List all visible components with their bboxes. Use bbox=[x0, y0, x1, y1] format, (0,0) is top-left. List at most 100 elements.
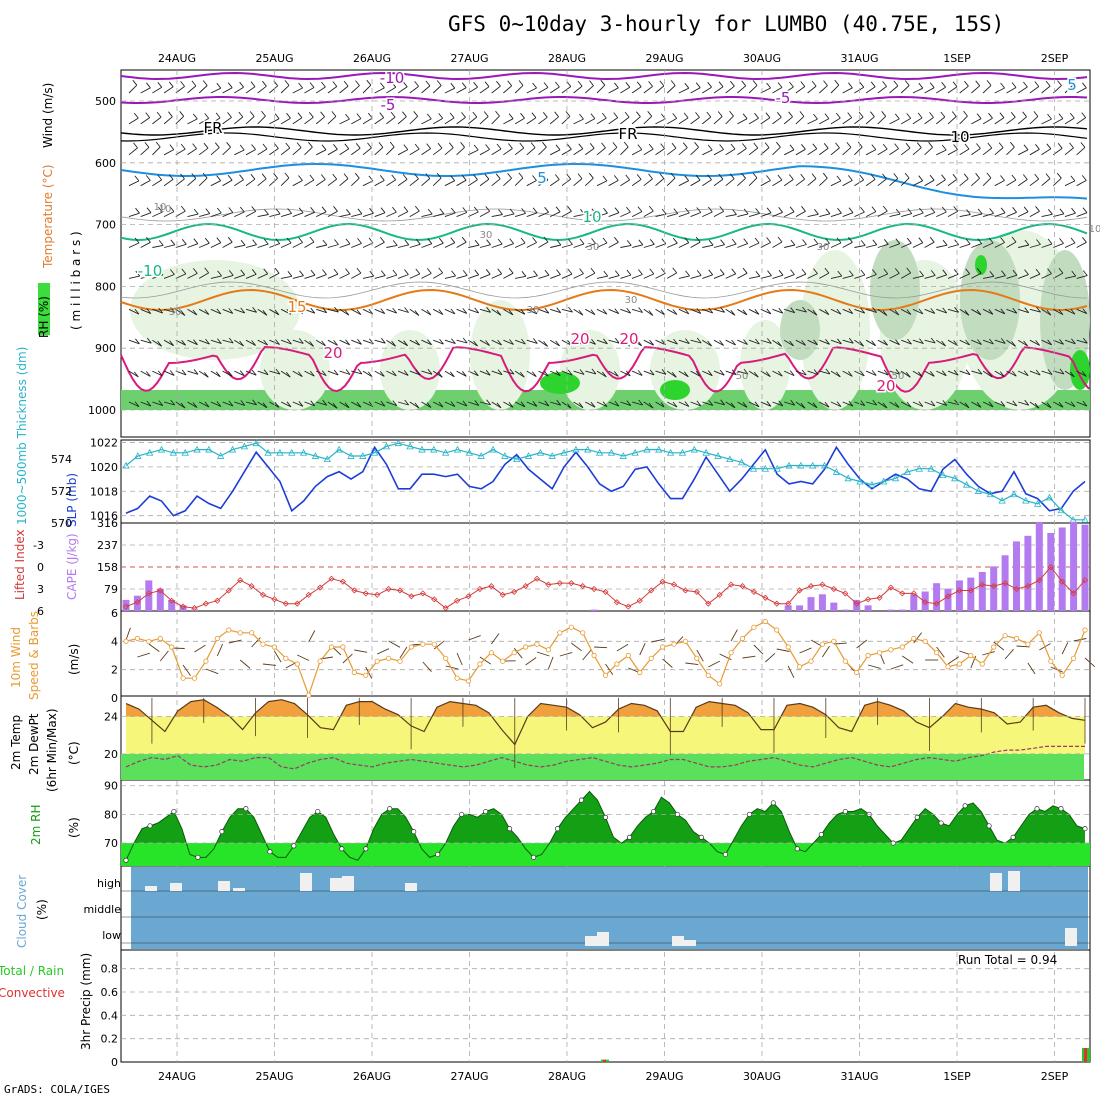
thickness-point bbox=[441, 448, 450, 456]
wind-barb bbox=[514, 370, 525, 378]
wind-barb-flag bbox=[158, 400, 164, 406]
wind-barb-flag bbox=[239, 206, 245, 213]
wind-barb-flag bbox=[262, 402, 268, 409]
wind-barb-flag bbox=[976, 402, 982, 408]
wind-barb-flag bbox=[240, 239, 246, 246]
thickness-point bbox=[1010, 490, 1018, 498]
wind-barb bbox=[737, 243, 748, 248]
wind-barb bbox=[854, 244, 866, 248]
wind-barb bbox=[526, 87, 537, 94]
wind-barb bbox=[901, 213, 912, 218]
wind-barb-flag bbox=[168, 174, 174, 180]
wind-barb-flag bbox=[357, 339, 362, 345]
wind-barb-flag bbox=[789, 206, 795, 213]
cape-bar bbox=[122, 599, 130, 611]
wind-barb-flag bbox=[790, 269, 795, 275]
wind-barb bbox=[374, 275, 386, 279]
wind-barb-flag bbox=[508, 143, 513, 149]
cape-bar bbox=[590, 609, 598, 611]
wind-barb bbox=[1076, 241, 1087, 248]
wind-barb-flag bbox=[766, 338, 772, 344]
wind-barb-flag bbox=[822, 172, 828, 179]
wind-barb-flag bbox=[766, 237, 771, 243]
wind-barb-flag bbox=[568, 239, 573, 245]
wind-barb-flag bbox=[227, 236, 233, 243]
pressure-tick-label: 900 bbox=[95, 342, 116, 355]
wind-barb bbox=[514, 242, 526, 248]
rh-blob-light bbox=[380, 330, 440, 410]
wind-barb bbox=[713, 401, 725, 406]
wind-barb bbox=[573, 85, 583, 94]
wind-barb-flag bbox=[882, 402, 888, 409]
wind-barb-flag bbox=[965, 339, 970, 346]
precip-ylabels: 3hr Precip (mm) Total / Rain Convective … bbox=[0, 953, 1057, 1050]
wind-barb-flag bbox=[729, 110, 734, 117]
wind-barb bbox=[187, 85, 197, 94]
wind-barb-flag bbox=[696, 337, 702, 344]
cape-tick: 79 bbox=[104, 583, 118, 596]
wind-barb bbox=[468, 116, 478, 125]
wind-barb bbox=[1017, 179, 1028, 187]
wind10-point bbox=[568, 624, 574, 630]
wind-barb bbox=[386, 370, 397, 377]
wind-barb bbox=[608, 241, 619, 248]
wind-barb bbox=[280, 242, 292, 248]
wind-barb-flag bbox=[623, 141, 629, 148]
wind-barb bbox=[1053, 118, 1064, 125]
wind-barb-flag bbox=[812, 143, 818, 150]
wind-barb-flag bbox=[859, 340, 864, 347]
lifted-index-point bbox=[728, 581, 735, 588]
wind-barb bbox=[269, 85, 278, 94]
wind-barb bbox=[865, 274, 877, 279]
wind-barb-flag bbox=[322, 239, 328, 246]
rh2m-point bbox=[267, 849, 273, 855]
wind-barb bbox=[280, 85, 290, 94]
wind-barb bbox=[152, 308, 163, 314]
wind-barb bbox=[748, 147, 759, 156]
wind-barb-flag bbox=[626, 269, 632, 276]
wind-barb bbox=[397, 116, 407, 125]
wind-barb bbox=[163, 244, 175, 248]
wind-barb bbox=[947, 116, 957, 125]
lifted-index-point bbox=[819, 581, 826, 588]
wind-barb bbox=[316, 370, 327, 377]
wind10-point bbox=[1059, 672, 1065, 678]
wind-barb bbox=[351, 339, 362, 345]
wind-barb bbox=[1041, 178, 1051, 187]
wind-barb bbox=[573, 273, 584, 279]
thickness-point bbox=[832, 468, 841, 475]
wind-barb bbox=[362, 242, 374, 248]
wind-barb-flag bbox=[706, 111, 712, 118]
wind-barb bbox=[561, 273, 573, 279]
wind-barb bbox=[421, 148, 431, 156]
wind-barb bbox=[783, 179, 794, 187]
wind-barb-flag bbox=[777, 236, 783, 243]
wind-barb bbox=[514, 212, 526, 218]
wind-barb bbox=[538, 116, 548, 125]
wind-barb bbox=[1052, 177, 1062, 187]
thickness-tick: 572 bbox=[51, 485, 72, 498]
wind-barb bbox=[128, 242, 140, 248]
lifted-index-point bbox=[202, 600, 209, 607]
wind-barb-flag bbox=[591, 238, 596, 244]
contour-label: -5 bbox=[381, 96, 396, 114]
wind10-barb bbox=[1061, 642, 1069, 655]
rh-contour-gray-b bbox=[120, 281, 1088, 299]
wind-barb-flag bbox=[1058, 267, 1064, 274]
wind-barb bbox=[210, 308, 222, 315]
wind-barb bbox=[327, 244, 339, 248]
wind-barb bbox=[327, 308, 339, 313]
thickness-point bbox=[418, 445, 426, 453]
date-label-top: 2SEP bbox=[1041, 52, 1069, 65]
wind-barb-flag bbox=[309, 341, 314, 347]
cloud-level-high: high bbox=[97, 877, 121, 890]
wind-barb-flag bbox=[717, 111, 723, 117]
lifted-index-point bbox=[419, 590, 426, 597]
wind-barb bbox=[456, 274, 468, 279]
wind-barb-flag bbox=[590, 309, 596, 315]
wind-barb-flag bbox=[331, 111, 337, 117]
wind-barb bbox=[316, 401, 327, 406]
wind-barb-flag bbox=[369, 207, 374, 214]
wind-barb-flag bbox=[380, 270, 386, 276]
lifted-index-point bbox=[488, 583, 495, 590]
